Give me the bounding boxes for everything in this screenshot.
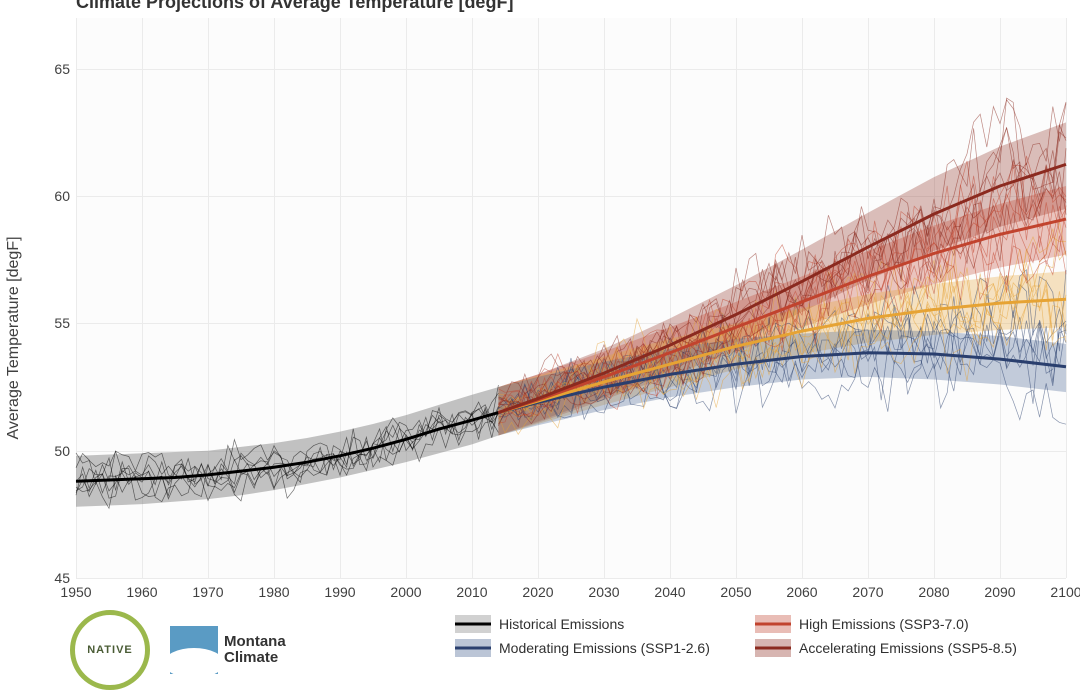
y-tick-label: 50: [40, 443, 70, 459]
legend-label: Historical Emissions: [499, 616, 624, 632]
legend-label: Accelerating Emissions (SSP5-8.5): [799, 640, 1017, 656]
y-axis-label: Average Temperature [degF]: [5, 236, 23, 439]
x-tick-label: 2070: [852, 584, 883, 600]
band-historical: [76, 387, 498, 507]
legend-item-ssp585: Accelerating Emissions (SSP5-8.5): [755, 639, 1055, 657]
x-tick-label: 2060: [786, 584, 817, 600]
mco-line1: Montana: [224, 634, 286, 650]
legend-item-historical: Historical Emissions: [455, 615, 755, 633]
legend-item-ssp126: Moderating Emissions (SSP1-2.6): [455, 639, 755, 657]
native-logo-text: NATIVE: [87, 644, 133, 656]
mco-line2: Climate: [224, 650, 286, 666]
x-tick-label: 2050: [720, 584, 751, 600]
gridline-h: [76, 578, 1066, 579]
y-tick-label: 45: [40, 570, 70, 586]
x-tick-label: 2020: [522, 584, 553, 600]
x-tick-label: 2040: [654, 584, 685, 600]
mco-icon: [170, 626, 218, 674]
x-tick-label: 1970: [192, 584, 223, 600]
x-tick-label: 2090: [984, 584, 1015, 600]
legend-swatch: [455, 615, 491, 633]
x-tick-label: 2100: [1050, 584, 1080, 600]
x-tick-label: 2000: [390, 584, 421, 600]
x-tick-label: 2080: [918, 584, 949, 600]
montana-climate-logo: Montana Climate: [170, 626, 286, 674]
x-tick-label: 1990: [324, 584, 355, 600]
plot-area: [76, 18, 1066, 578]
y-tick-label: 65: [40, 61, 70, 77]
native-climate-logo: NATIVE: [70, 610, 150, 690]
gridline-v: [1066, 18, 1067, 578]
x-tick-label: 2010: [456, 584, 487, 600]
legend: Historical Emissions High Emissions (SSP3…: [455, 615, 1075, 663]
chart-svg: [76, 18, 1066, 578]
logo-row: NATIVE Montana Climate: [70, 610, 286, 690]
x-tick-label: 1950: [60, 584, 91, 600]
x-tick-label: 2030: [588, 584, 619, 600]
y-tick-label: 60: [40, 188, 70, 204]
mco-text: Montana Climate: [224, 634, 286, 666]
legend-swatch: [755, 639, 791, 657]
legend-item-ssp370: High Emissions (SSP3-7.0): [755, 615, 1055, 633]
x-tick-label: 1960: [126, 584, 157, 600]
legend-label: High Emissions (SSP3-7.0): [799, 616, 969, 632]
legend-label: Moderating Emissions (SSP1-2.6): [499, 640, 710, 656]
legend-swatch: [755, 615, 791, 633]
y-tick-label: 55: [40, 315, 70, 331]
x-tick-label: 1980: [258, 584, 289, 600]
chart-title: Climate Projections of Average Temperatu…: [76, 0, 513, 13]
legend-swatch: [455, 639, 491, 657]
